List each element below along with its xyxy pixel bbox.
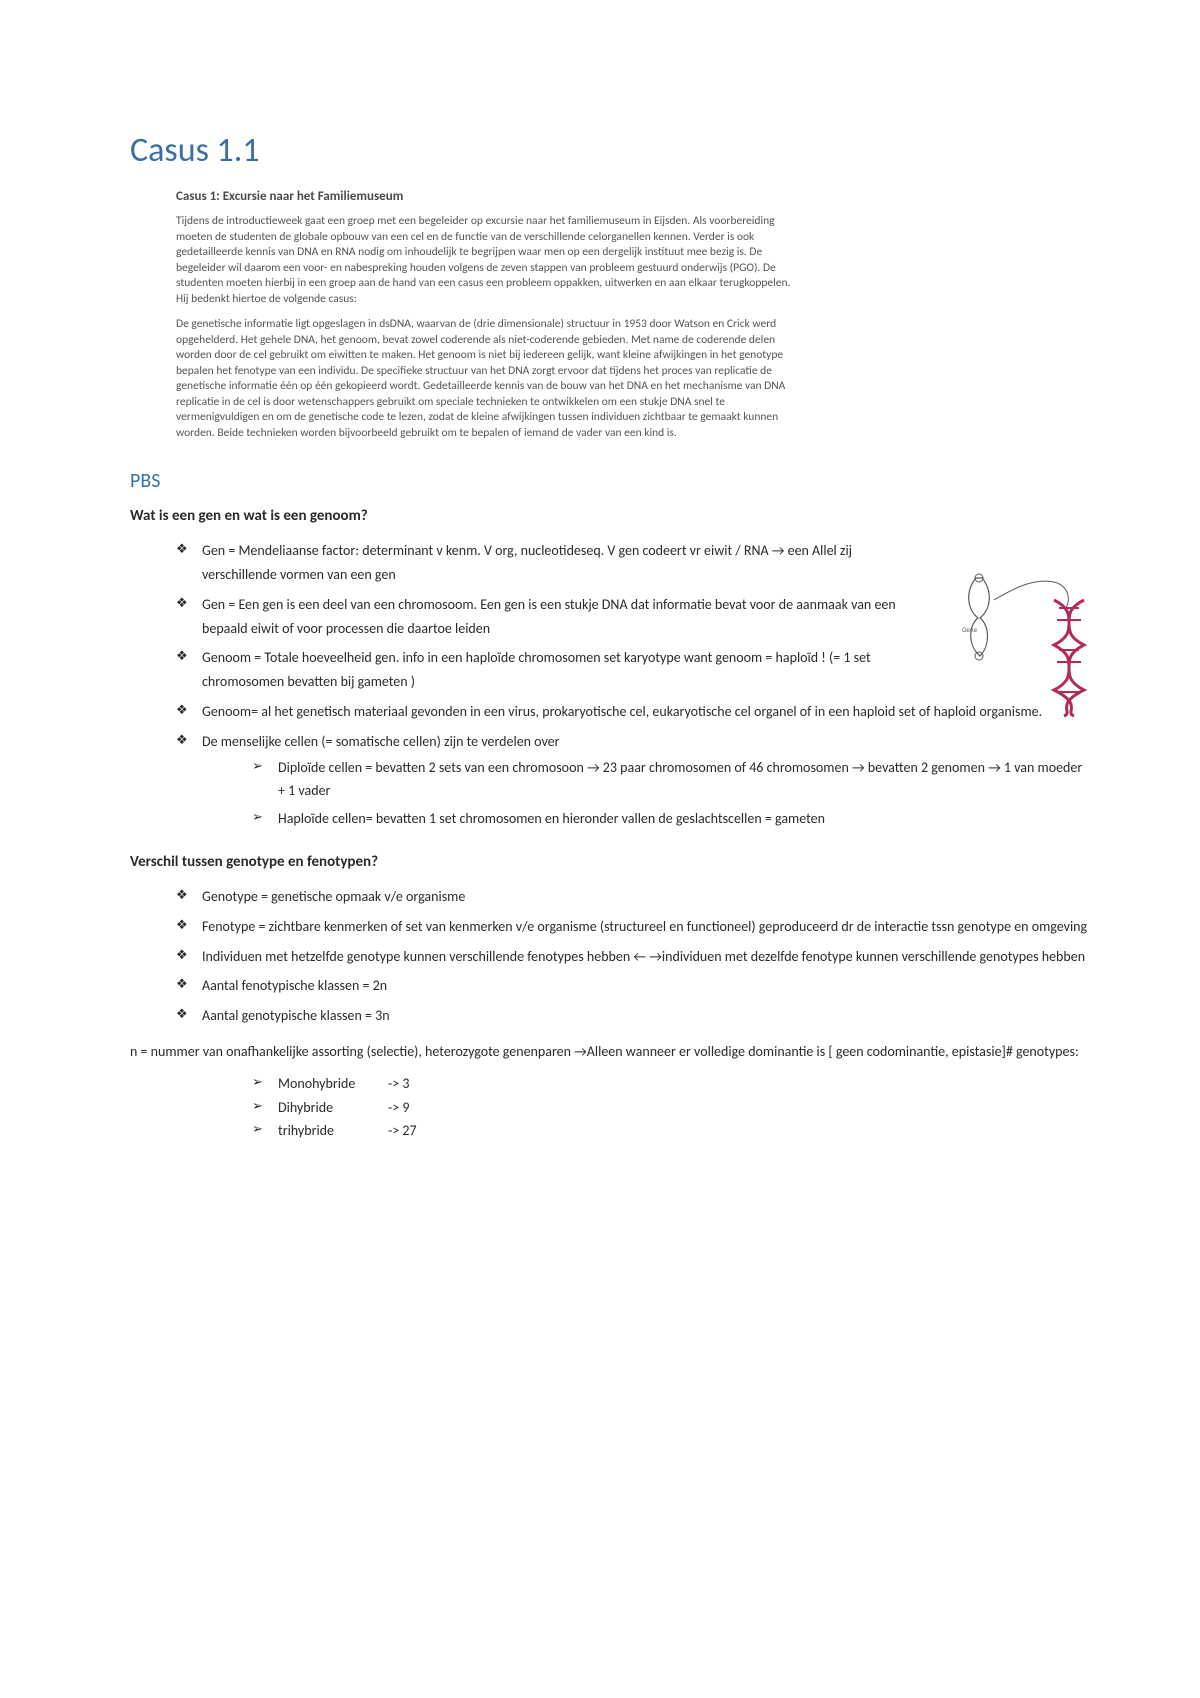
case-description-block: Casus 1: Excursie naar het Familiemuseum… — [176, 189, 796, 441]
page-title: Casus 1.1 — [130, 130, 1090, 171]
list-item: Genoom = Totale hoeveelheid gen. info in… — [176, 646, 1090, 694]
hybrid-name: Monohybride — [278, 1072, 388, 1096]
hybrid-list: Monohybride -> 3 Dihybride -> 9 trihybri… — [130, 1072, 1090, 1143]
note-paragraph: n = nummer van onafhankelijke assorting … — [130, 1040, 1090, 1064]
chromosome-icon — [969, 574, 990, 660]
case-heading: Casus 1: Excursie naar het Familiemuseum — [176, 189, 796, 204]
dna-helix-icon — [1054, 600, 1084, 716]
dna-chromosome-figure: Gene — [954, 560, 1104, 720]
sub-list-item: Haploïde cellen= bevatten 1 set chromoso… — [252, 807, 1090, 831]
list-item-text: De menselijke cellen (= somatische celle… — [202, 733, 560, 750]
list-item: Gen = Een gen is een deel van een chromo… — [176, 593, 1090, 641]
hybrid-item: trihybride -> 27 — [252, 1119, 1090, 1143]
answer-list-1: Gen = Mendeliaanse factor: determinant v… — [130, 539, 1090, 831]
list-item: Aantal genotypische klassen = 3n — [176, 1004, 1090, 1028]
hybrid-name: Dihybride — [278, 1096, 388, 1120]
hybrid-name: trihybride — [278, 1119, 388, 1143]
sub-list-item: Diploïde cellen = bevatten 2 sets van ee… — [252, 756, 1090, 804]
list-item: Fenotype = zichtbare kenmerken of set va… — [176, 915, 1090, 939]
question-heading-2: Verschil tussen genotype en fenotypen? — [130, 853, 1090, 871]
answer-list-2: Genotype = genetische opmaak v/e organis… — [130, 885, 1090, 1028]
hybrid-item: Monohybride -> 3 — [252, 1072, 1090, 1096]
hybrid-value: -> 27 — [388, 1119, 417, 1143]
list-item: Genotype = genetische opmaak v/e organis… — [176, 885, 1090, 909]
hybrid-value: -> 9 — [388, 1096, 410, 1120]
question-heading-1: Wat is een gen en wat is een genoom? — [130, 507, 1090, 525]
figure-label-gene: Gene — [962, 625, 978, 634]
case-paragraph-2: De genetische informatie ligt opgeslagen… — [176, 317, 796, 441]
list-item: Gen = Mendeliaanse factor: determinant v… — [176, 539, 1090, 587]
sub-list: Diploïde cellen = bevatten 2 sets van ee… — [202, 756, 1090, 831]
list-item: Individuen met hetzelfde genotype kunnen… — [176, 945, 1090, 969]
case-paragraph-1: Tijdens de introductieweek gaat een groe… — [176, 214, 796, 307]
list-item: Aantal fenotypische klassen = 2n — [176, 974, 1090, 998]
list-item: De menselijke cellen (= somatische celle… — [176, 730, 1090, 831]
list-item: Genoom= al het genetisch materiaal gevon… — [176, 700, 1090, 724]
section-heading-pbs: PBS — [130, 469, 1090, 493]
hybrid-value: -> 3 — [388, 1072, 410, 1096]
connector-line — [994, 581, 1068, 608]
hybrid-item: Dihybride -> 9 — [252, 1096, 1090, 1120]
